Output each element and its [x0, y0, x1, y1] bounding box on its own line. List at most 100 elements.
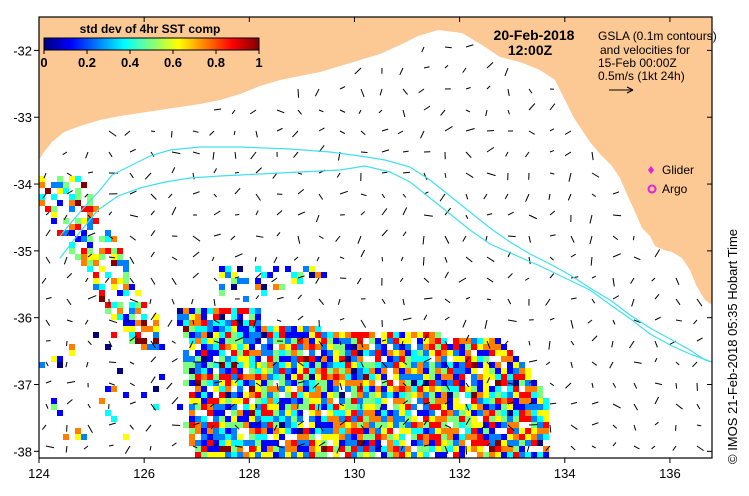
sst-cell: [369, 428, 375, 434]
sst-cell: [453, 350, 459, 356]
velocity-arrow: [234, 361, 239, 365]
sst-cell: [237, 266, 243, 272]
sst-cell: [339, 374, 345, 380]
sst-cell: [543, 452, 549, 458]
sst-cell: [75, 254, 81, 260]
sst-cell: [123, 260, 129, 266]
velocity-arrow: [696, 337, 703, 342]
velocity-arrow: [587, 319, 593, 324]
sst-cell: [525, 440, 531, 446]
sst-cell: [339, 350, 345, 356]
sst-cell: [411, 362, 417, 368]
sst-cell: [201, 422, 207, 428]
sst-cell: [231, 398, 237, 404]
sst-cell: [489, 404, 495, 410]
velocity-arrow: [486, 172, 496, 177]
sst-cell: [117, 368, 123, 374]
sst-cell: [381, 428, 387, 434]
velocity-arrow: [400, 445, 404, 451]
sst-cell: [423, 386, 429, 392]
sst-cell: [333, 422, 339, 428]
sst-cell: [459, 368, 465, 374]
velocity-arrow: [504, 67, 509, 77]
velocity-arrow: [612, 319, 616, 325]
velocity-arrow: [234, 337, 244, 342]
sst-cell: [429, 338, 435, 344]
velocity-arrow: [255, 193, 261, 201]
sst-cell: [285, 386, 291, 392]
velocity-arrow: [233, 130, 236, 136]
velocity-arrow: [339, 130, 346, 134]
sst-cell: [213, 398, 219, 404]
sst-cell: [327, 386, 333, 392]
sst-cell: [225, 392, 231, 398]
sst-cell: [381, 434, 387, 440]
velocity-arrow: [549, 382, 554, 386]
sst-cell: [513, 440, 519, 446]
velocity-arrow: [462, 235, 467, 242]
sst-cell: [69, 242, 75, 248]
sst-cell: [417, 332, 423, 338]
sst-cell: [297, 338, 303, 344]
sst-cell: [351, 350, 357, 356]
sst-cell: [255, 422, 261, 428]
sst-cell: [453, 362, 459, 368]
sst-cell: [111, 302, 117, 308]
sst-cell: [279, 380, 285, 386]
sst-cell: [135, 320, 141, 326]
sst-cell: [315, 422, 321, 428]
sst-cell: [219, 374, 225, 380]
velocity-arrow: [589, 235, 593, 245]
velocity-arrow: [423, 105, 431, 111]
sst-cell: [123, 434, 129, 440]
sst-cell: [261, 362, 267, 368]
sst-cell: [357, 416, 363, 422]
sst-cell: [363, 392, 369, 398]
sst-cell: [381, 350, 387, 356]
sst-cell: [357, 386, 363, 392]
sst-cell: [423, 422, 429, 428]
sst-cell: [357, 410, 363, 416]
sst-cell: [87, 212, 93, 218]
sst-cell: [387, 422, 393, 428]
y-tick-label: -34: [13, 177, 32, 192]
sst-cell: [441, 356, 447, 362]
velocity-arrow: [84, 319, 89, 325]
velocity-arrow: [213, 193, 217, 198]
sst-cell: [243, 374, 249, 380]
velocity-arrow: [465, 172, 474, 178]
sst-cell: [285, 452, 291, 458]
sst-cell: [351, 422, 357, 428]
sst-cell: [243, 350, 249, 356]
velocity-arrow: [591, 361, 597, 366]
sst-cell: [345, 374, 351, 380]
sst-cell: [525, 416, 531, 422]
sst-cell: [273, 326, 279, 332]
velocity-arrow: [444, 125, 453, 132]
velocity-arrow: [192, 319, 195, 325]
sst-cell: [207, 362, 213, 368]
velocity-arrow: [402, 361, 408, 365]
sst-cell: [249, 326, 255, 332]
sst-cell: [363, 440, 369, 446]
sst-cell: [309, 368, 315, 374]
sst-cell: [93, 254, 99, 260]
velocity-arrow: [507, 273, 513, 279]
sst-cell: [315, 332, 321, 338]
sst-cell: [309, 416, 315, 422]
sst-cell: [327, 422, 333, 428]
sst-cell: [501, 380, 507, 386]
velocity-arrow: [486, 61, 494, 69]
sst-cell: [237, 392, 243, 398]
sst-cell: [453, 374, 459, 380]
sst-cell: [435, 344, 441, 350]
sst-cell: [237, 314, 243, 320]
sst-cell: [513, 422, 519, 428]
sst-cell: [435, 338, 441, 344]
sst-cell: [69, 176, 75, 182]
sst-cell: [189, 338, 195, 344]
sst-cell: [315, 356, 321, 362]
sst-cell: [321, 374, 327, 380]
sst-cell: [207, 422, 213, 428]
sst-cell: [273, 266, 279, 272]
